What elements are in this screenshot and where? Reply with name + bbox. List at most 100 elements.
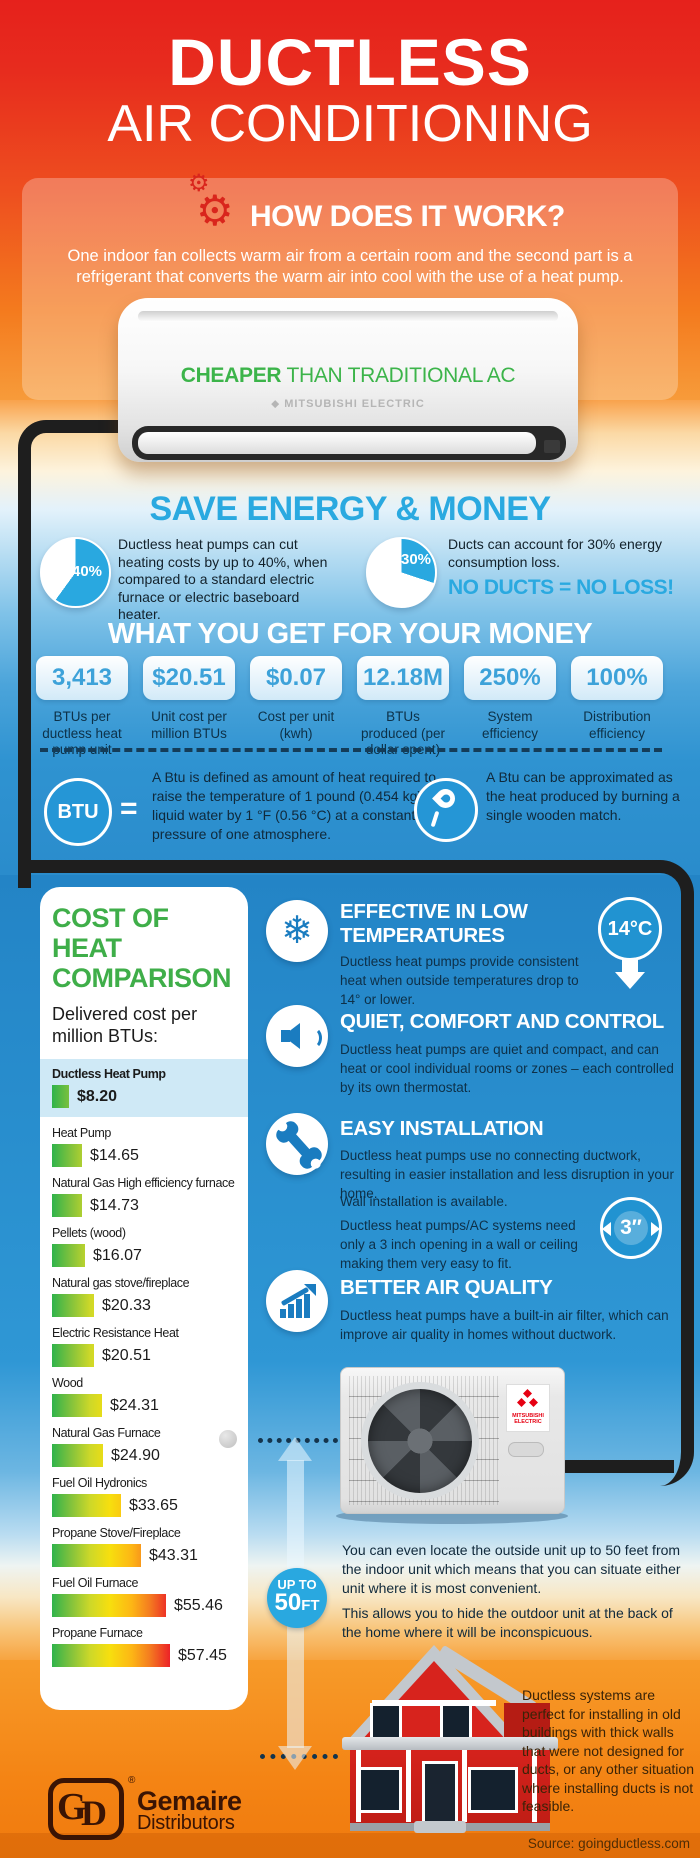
cost-bar (52, 1544, 141, 1567)
cost-bar (52, 1594, 166, 1617)
window (468, 1767, 518, 1813)
window (370, 1703, 402, 1741)
snowflake-icon: ❄ (266, 900, 328, 962)
outdoor-unit-handle (508, 1442, 544, 1457)
right-arrow-icon (651, 1222, 660, 1236)
pie-30-text: Ducts can account for 30% energy consump… (448, 536, 663, 570)
cost-comparison-panel: COST OF HEAT COMPARISON Delivered cost p… (40, 887, 248, 1710)
btu-badge: BTU (44, 778, 112, 846)
feature-body: Ductless heat pumps use no connecting du… (340, 1148, 674, 1201)
stat-value: 100% (571, 656, 663, 700)
cost-row-highlighted: Ductless Heat Pump $8.20 (40, 1059, 248, 1117)
stat-label: System efficiency (481, 709, 539, 741)
distance-paragraph-1: You can even locate the outside unit up … (342, 1542, 681, 1596)
refrigerant-pipe-frame (18, 860, 694, 1486)
btu-definition: A Btu is defined as amount of heat requi… (152, 769, 438, 842)
stat-label: Unit cost per million BTUs (151, 709, 227, 741)
fifty-feet-badge: UP TO 50FT (267, 1568, 327, 1628)
feature-title: QUIET, COMFORT AND CONTROL (340, 1010, 664, 1033)
stat-value: 12.18M (357, 656, 449, 700)
gear-icon: ⚙ (188, 170, 210, 197)
outdoor-unit-fan (361, 1382, 479, 1500)
indoor-ac-unit-illustration: CHEAPER THAN TRADITIONAL AC MITSUBISHI E… (118, 298, 578, 462)
how-it-works-body: One indoor fan collects warm air from a … (67, 247, 633, 286)
gemaire-logo-sub: Distributors (137, 1812, 235, 1834)
wrench-icon (266, 1113, 328, 1175)
down-arrow-icon (622, 960, 638, 972)
three-inch-badge: 3″ (600, 1197, 662, 1259)
stat-value: $0.07 (250, 656, 342, 700)
stat-item: 100% Distribution efficiency (571, 656, 663, 759)
window (440, 1703, 472, 1741)
flame-icon (432, 785, 459, 812)
stat-value: $20.51 (143, 656, 235, 700)
cost-chart-subtitle: Delivered cost per million BTUs: (52, 1004, 198, 1046)
mitsubishi-diamond-icon (271, 400, 280, 409)
porch-roof (342, 1737, 558, 1750)
cost-bar (52, 1085, 69, 1108)
ac-indicator (544, 440, 560, 453)
speaker-icon (266, 1005, 328, 1067)
no-ducts-tagline: NO DUCTS = NO LOSS! (448, 576, 674, 599)
btu-match-text: A Btu can be approximated as the heat pr… (486, 769, 680, 823)
cost-bar (52, 1394, 102, 1417)
pie-40-text: Ductless heat pumps can cut heating cost… (118, 536, 328, 622)
cost-bar (52, 1444, 103, 1467)
stat-item: 3,413 BTUs per ductless heat pump unit (36, 656, 128, 759)
page-title: DUCTLESS (168, 25, 532, 99)
money-section-title: WHAT YOU GET FOR YOUR MONEY (107, 618, 593, 650)
save-energy-title: SAVE ENERGY & MONEY (149, 490, 551, 528)
gear-icon: ⚙ (196, 187, 234, 234)
steps (414, 1821, 466, 1833)
feature-note: Wall installation is available. (340, 1194, 508, 1209)
gemaire-logo-name: Gemaire (137, 1786, 242, 1816)
refrigerant-pipe-left (18, 420, 147, 888)
feature-title: EASY INSTALLATION (340, 1117, 544, 1140)
old-buildings-text: Ductless systems are perfect for install… (522, 1687, 694, 1814)
feature-body2: Ductless heat pumps/AC systems need only… (340, 1218, 578, 1271)
stat-label: BTUs per ductless heat pump unit (42, 709, 122, 757)
cost-row: Fuel Oil Furnace $55.46 (52, 1576, 236, 1617)
mitsubishi-logo: MITSUBISHI ELECTRIC (506, 1384, 550, 1432)
house-illustration (336, 1644, 562, 1835)
cost-bar (52, 1294, 94, 1317)
how-it-works-title: HOW DOES IT WORK? (250, 200, 565, 233)
equals-sign: = (120, 792, 138, 825)
refrigerant-pipe-stub (560, 1460, 674, 1473)
cost-bar (52, 1344, 94, 1367)
cost-row: Heat Pump $14.65 (52, 1126, 236, 1167)
cost-row: Natural Gas High efficiency furnace $14.… (52, 1176, 236, 1217)
stat-item: $0.07 Cost per unit (kwh) (250, 656, 342, 759)
cost-row: Propane Stove/Fireplace $43.31 (52, 1526, 236, 1567)
ac-vent-flap (138, 432, 536, 454)
cost-bar (52, 1194, 82, 1217)
stat-label: Cost per unit (kwh) (257, 709, 335, 741)
feature-title: BETTER AIR QUALITY (340, 1276, 553, 1299)
feature-body: Ductless heat pumps provide consistent h… (340, 954, 579, 1007)
source-credit: Source: goingductless.com (527, 1836, 690, 1851)
pie-40-label: 40% (72, 563, 103, 580)
air-quality-chart-icon (266, 1270, 328, 1332)
stat-label: Distribution efficiency (583, 709, 651, 741)
cost-row: Natural gas stove/fireplace $20.33 (52, 1276, 236, 1317)
window (358, 1767, 402, 1813)
distance-paragraph-2: This allows you to hide the outdoor unit… (342, 1605, 673, 1640)
outdoor-unit-illustration: MITSUBISHI ELECTRIC (340, 1367, 565, 1514)
stat-value: 3,413 (36, 656, 128, 700)
background-mid-gradient (0, 400, 700, 875)
stat-item: 12.18M BTUs produced (per dollar spent) (357, 656, 449, 759)
cost-row: Electric Resistance Heat $20.51 (52, 1326, 236, 1367)
temperature-badge: 14°C (598, 897, 662, 961)
page-subtitle: AIR CONDITIONING (107, 95, 593, 153)
cost-bar (52, 1644, 170, 1667)
cost-row: Natural Gas Furnace $24.90 (52, 1426, 236, 1467)
ac-claim-rest: THAN TRADITIONAL AC (281, 364, 516, 387)
cost-row: Propane Furnace $57.45 (52, 1626, 236, 1667)
cost-row: Fuel Oil Hydronics $33.65 (52, 1476, 236, 1517)
left-arrow-icon (602, 1222, 611, 1236)
ac-claim-strong: CHEAPER (180, 364, 282, 387)
ac-bottom-vent (132, 426, 566, 460)
door (422, 1761, 458, 1827)
gemaire-logo-icon: G D ® (48, 1775, 135, 1840)
